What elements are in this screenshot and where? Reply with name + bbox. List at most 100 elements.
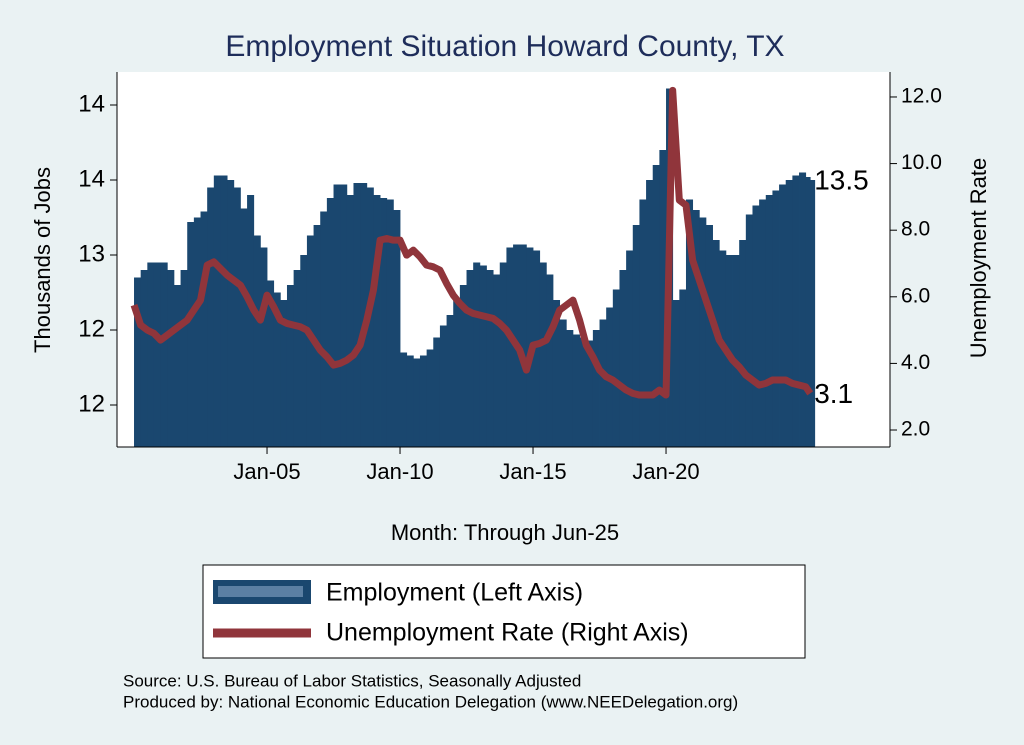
x-axis-title: Month: Through Jun-25: [391, 520, 619, 545]
bar: [546, 274, 554, 447]
bar: [240, 208, 248, 447]
bar: [340, 184, 348, 447]
bar: [227, 180, 235, 447]
bar: [380, 198, 388, 447]
bar: [699, 217, 707, 447]
bar: [333, 184, 341, 447]
y2-tick-label: 8.0: [901, 218, 930, 241]
bar: [207, 187, 215, 447]
bar: [479, 265, 487, 447]
bar: [772, 190, 780, 447]
bar: [353, 183, 361, 447]
source-note: Source: U.S. Bureau of Labor Statistics,…: [123, 671, 581, 690]
y-tick-label: 14: [78, 90, 105, 117]
bar: [173, 285, 181, 447]
bar: [140, 270, 148, 447]
bar: [253, 235, 261, 447]
bar: [539, 262, 547, 447]
bar: [180, 270, 188, 447]
bar: [326, 198, 334, 447]
end-label: 3.1: [814, 378, 853, 409]
bar: [799, 172, 807, 447]
y2-tick-label: 4.0: [901, 351, 930, 374]
bar: [373, 195, 381, 447]
bar: [320, 211, 328, 447]
bar: [439, 325, 447, 447]
bar: [406, 355, 414, 447]
bar: [652, 165, 660, 447]
y2-tick-label: 12.0: [901, 85, 942, 108]
bar: [486, 270, 494, 447]
y2-tick-label: 6.0: [901, 284, 930, 307]
x-tick-label: Jan-05: [233, 459, 300, 484]
bar: [433, 337, 441, 447]
bar: [599, 319, 607, 447]
bar: [672, 300, 680, 447]
bar: [659, 150, 667, 447]
y2-tick-label: 10.0: [901, 151, 942, 174]
bar: [619, 270, 627, 447]
x-tick-label: Jan-20: [632, 459, 699, 484]
bar: [572, 334, 580, 447]
bar: [552, 300, 561, 447]
bar: [220, 175, 228, 447]
bar: [459, 285, 467, 447]
bar: [493, 274, 501, 447]
y-tick-label: 12: [78, 315, 105, 342]
bar: [193, 217, 201, 447]
bar: [732, 255, 740, 447]
y-tick-label: 12: [78, 390, 105, 417]
bar: [360, 183, 368, 447]
bar: [779, 184, 787, 447]
bar: [273, 292, 281, 447]
bar: [313, 225, 321, 447]
x-tick-label: Jan-15: [499, 459, 566, 484]
bar: [632, 225, 640, 447]
bar: [426, 349, 434, 447]
bar: [400, 352, 408, 447]
bar: [453, 300, 461, 447]
bar: [153, 262, 162, 447]
bar: [685, 199, 694, 447]
bar: [739, 240, 747, 447]
x-tick-label: Jan-10: [366, 459, 433, 484]
bar: [200, 211, 208, 447]
bar: [386, 199, 394, 447]
bar: [499, 262, 507, 447]
legend-label: Unemployment Rate (Right Axis): [326, 619, 689, 647]
bar: [705, 225, 713, 447]
bar: [466, 270, 474, 447]
bar: [752, 205, 760, 447]
y-tick-label: 13: [78, 240, 105, 267]
legend-swatch-inner: [218, 586, 303, 597]
bar: [679, 289, 687, 447]
bar: [134, 277, 142, 447]
bar: [247, 195, 255, 447]
bar: [267, 280, 275, 447]
bar: [147, 262, 155, 447]
bar: [712, 240, 720, 447]
bar: [805, 177, 811, 447]
bar: [346, 195, 354, 447]
bar: [446, 315, 454, 447]
bar: [187, 222, 195, 447]
bar: [160, 262, 168, 447]
bar: [167, 270, 175, 447]
bar: [533, 250, 541, 447]
bar: [810, 180, 816, 447]
y2-axis-title: Unemployment Rate: [966, 158, 991, 359]
bar: [559, 319, 567, 447]
bar: [473, 262, 481, 447]
bar: [765, 195, 773, 447]
bar: [759, 199, 767, 447]
bar: [280, 300, 288, 447]
bar: [579, 337, 587, 447]
bar: [612, 289, 620, 447]
bar: [692, 210, 700, 447]
bar: [393, 210, 401, 447]
bar: [260, 247, 268, 447]
unemployment-line: [130, 86, 814, 399]
end-label: 13.5: [814, 164, 869, 195]
